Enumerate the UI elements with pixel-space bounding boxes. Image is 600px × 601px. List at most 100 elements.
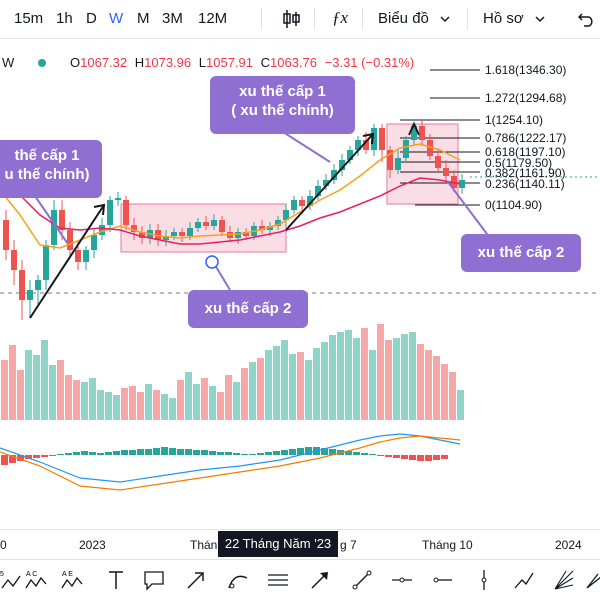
candle-body [75,250,81,262]
annotation-secondary-trend-middle[interactable]: xu thế cấp 2 [188,290,308,328]
anchor-handle[interactable] [205,255,219,269]
candle-body [179,232,185,236]
callout-icon[interactable] [142,568,166,592]
volume-bar [265,350,272,420]
profile-menu-button[interactable]: Hồ sơ [483,10,524,27]
horizontal-line-icon[interactable] [430,568,454,592]
toolbar-divider [314,8,315,30]
path-icon[interactable] [512,568,536,592]
signal-line [0,435,461,491]
candle-body [443,168,449,176]
curve-icon[interactable] [226,568,250,592]
candle-body [339,160,345,170]
candle-body [355,140,361,150]
candle-body [243,232,249,236]
candle-body [51,210,57,245]
volume-bar [153,390,160,420]
candle-body [371,128,377,150]
interval-1h[interactable]: 1h [56,10,73,27]
arrow-marker-icon[interactable] [308,568,332,592]
volume-bar [113,395,120,420]
macd-bar [241,454,248,455]
chart-menu-button[interactable]: Biểu đồ [378,10,429,27]
candle-body [283,210,289,220]
interval-w[interactable]: W [109,10,124,27]
top-toolbar: 15m 1h D W M 3M 12M ƒx Biểu đồ Hồ sơ [0,0,600,39]
annotation-primary-trend-middle[interactable]: xu thế cấp 1 ( xu thế chính) [210,76,355,134]
abcde-pattern-icon[interactable]: A E [60,568,84,592]
volume-bar [81,382,88,420]
trend-arrow[interactable] [29,203,106,319]
macd-bar [81,451,88,455]
trend-line-icon[interactable] [350,568,374,592]
chevron-down-icon[interactable] [535,15,545,23]
macd-bar [265,452,272,455]
horizontal-lines-icon[interactable] [266,568,290,592]
abcd-pattern-icon[interactable]: A C [24,568,48,592]
candle-body [323,180,329,186]
text-icon[interactable] [104,568,128,592]
interval-12m[interactable]: 12M [198,10,228,27]
candle-body [275,220,281,226]
annotation-secondary-trend-right[interactable]: xu thế cấp 2 [461,234,581,272]
chevron-down-icon[interactable] [440,15,450,23]
fx-icon[interactable]: ƒx [332,8,349,27]
toolbar-divider [362,8,363,30]
market-status-dot [38,59,46,67]
candle-body [187,228,193,236]
interval-m[interactable]: M [137,10,150,27]
macd-bar [89,452,96,455]
volume-bar [169,398,176,420]
candle-body [203,222,209,226]
macd-bar [233,453,240,455]
callout-connector [447,181,491,239]
macd-bar [49,455,56,456]
volume-bar [401,334,408,420]
crosshair-time-label: 22 Tháng Năm '23 [218,531,338,557]
volume-bar [257,358,264,420]
candle-body [139,232,145,238]
candle-body [91,235,97,250]
candle-body [403,140,409,158]
fib-level-label: 0.382(1161.90) [485,166,566,180]
brush-icon[interactable] [584,568,600,592]
candles-icon[interactable] [279,7,303,31]
volume-bar [9,345,16,420]
fib-level-label: 0.236(1140.11) [485,177,565,191]
vertical-line-icon[interactable] [472,568,496,592]
abcd-pattern-icon[interactable]: 5 [0,568,24,592]
interval-3m[interactable]: 3M [162,10,183,27]
candle-body [363,140,369,150]
candle-body [315,186,321,196]
undo-icon[interactable] [578,11,596,27]
volume-bar [345,330,352,420]
trend-arrow[interactable] [408,121,420,136]
macd-bar [177,449,184,455]
time-axis-label: 2024 [555,538,582,552]
svg-text:A E: A E [62,571,73,578]
volume-bar [145,384,152,420]
annotation-primary-trend-left[interactable]: thế cấp 1 u thế chính) [0,140,102,198]
interval-d[interactable]: D [86,10,97,27]
fan-icon[interactable] [552,568,576,592]
candle-body [195,222,201,228]
candle-body [267,226,273,230]
arrow-icon[interactable] [184,568,208,592]
volume-bar [329,335,336,420]
fib-level-label: 0.5(1179.50) [485,156,553,170]
fib-level-label: 0.618(1197.10) [485,145,566,159]
candle-body [59,210,65,230]
fib-level-label: 1.618(1346.30) [485,63,567,77]
callout-connector [34,195,69,245]
horizontal-ray-icon[interactable] [390,568,414,592]
macd-bar [193,450,200,455]
macd-bar [377,455,384,456]
macd-bar [225,452,232,455]
interval-15m[interactable]: 15m [14,10,44,27]
trend-arrow[interactable] [285,132,375,231]
candle-body [219,220,225,232]
volume-bar [249,362,256,420]
volume-bar [457,390,464,420]
volume-bar [225,375,232,420]
